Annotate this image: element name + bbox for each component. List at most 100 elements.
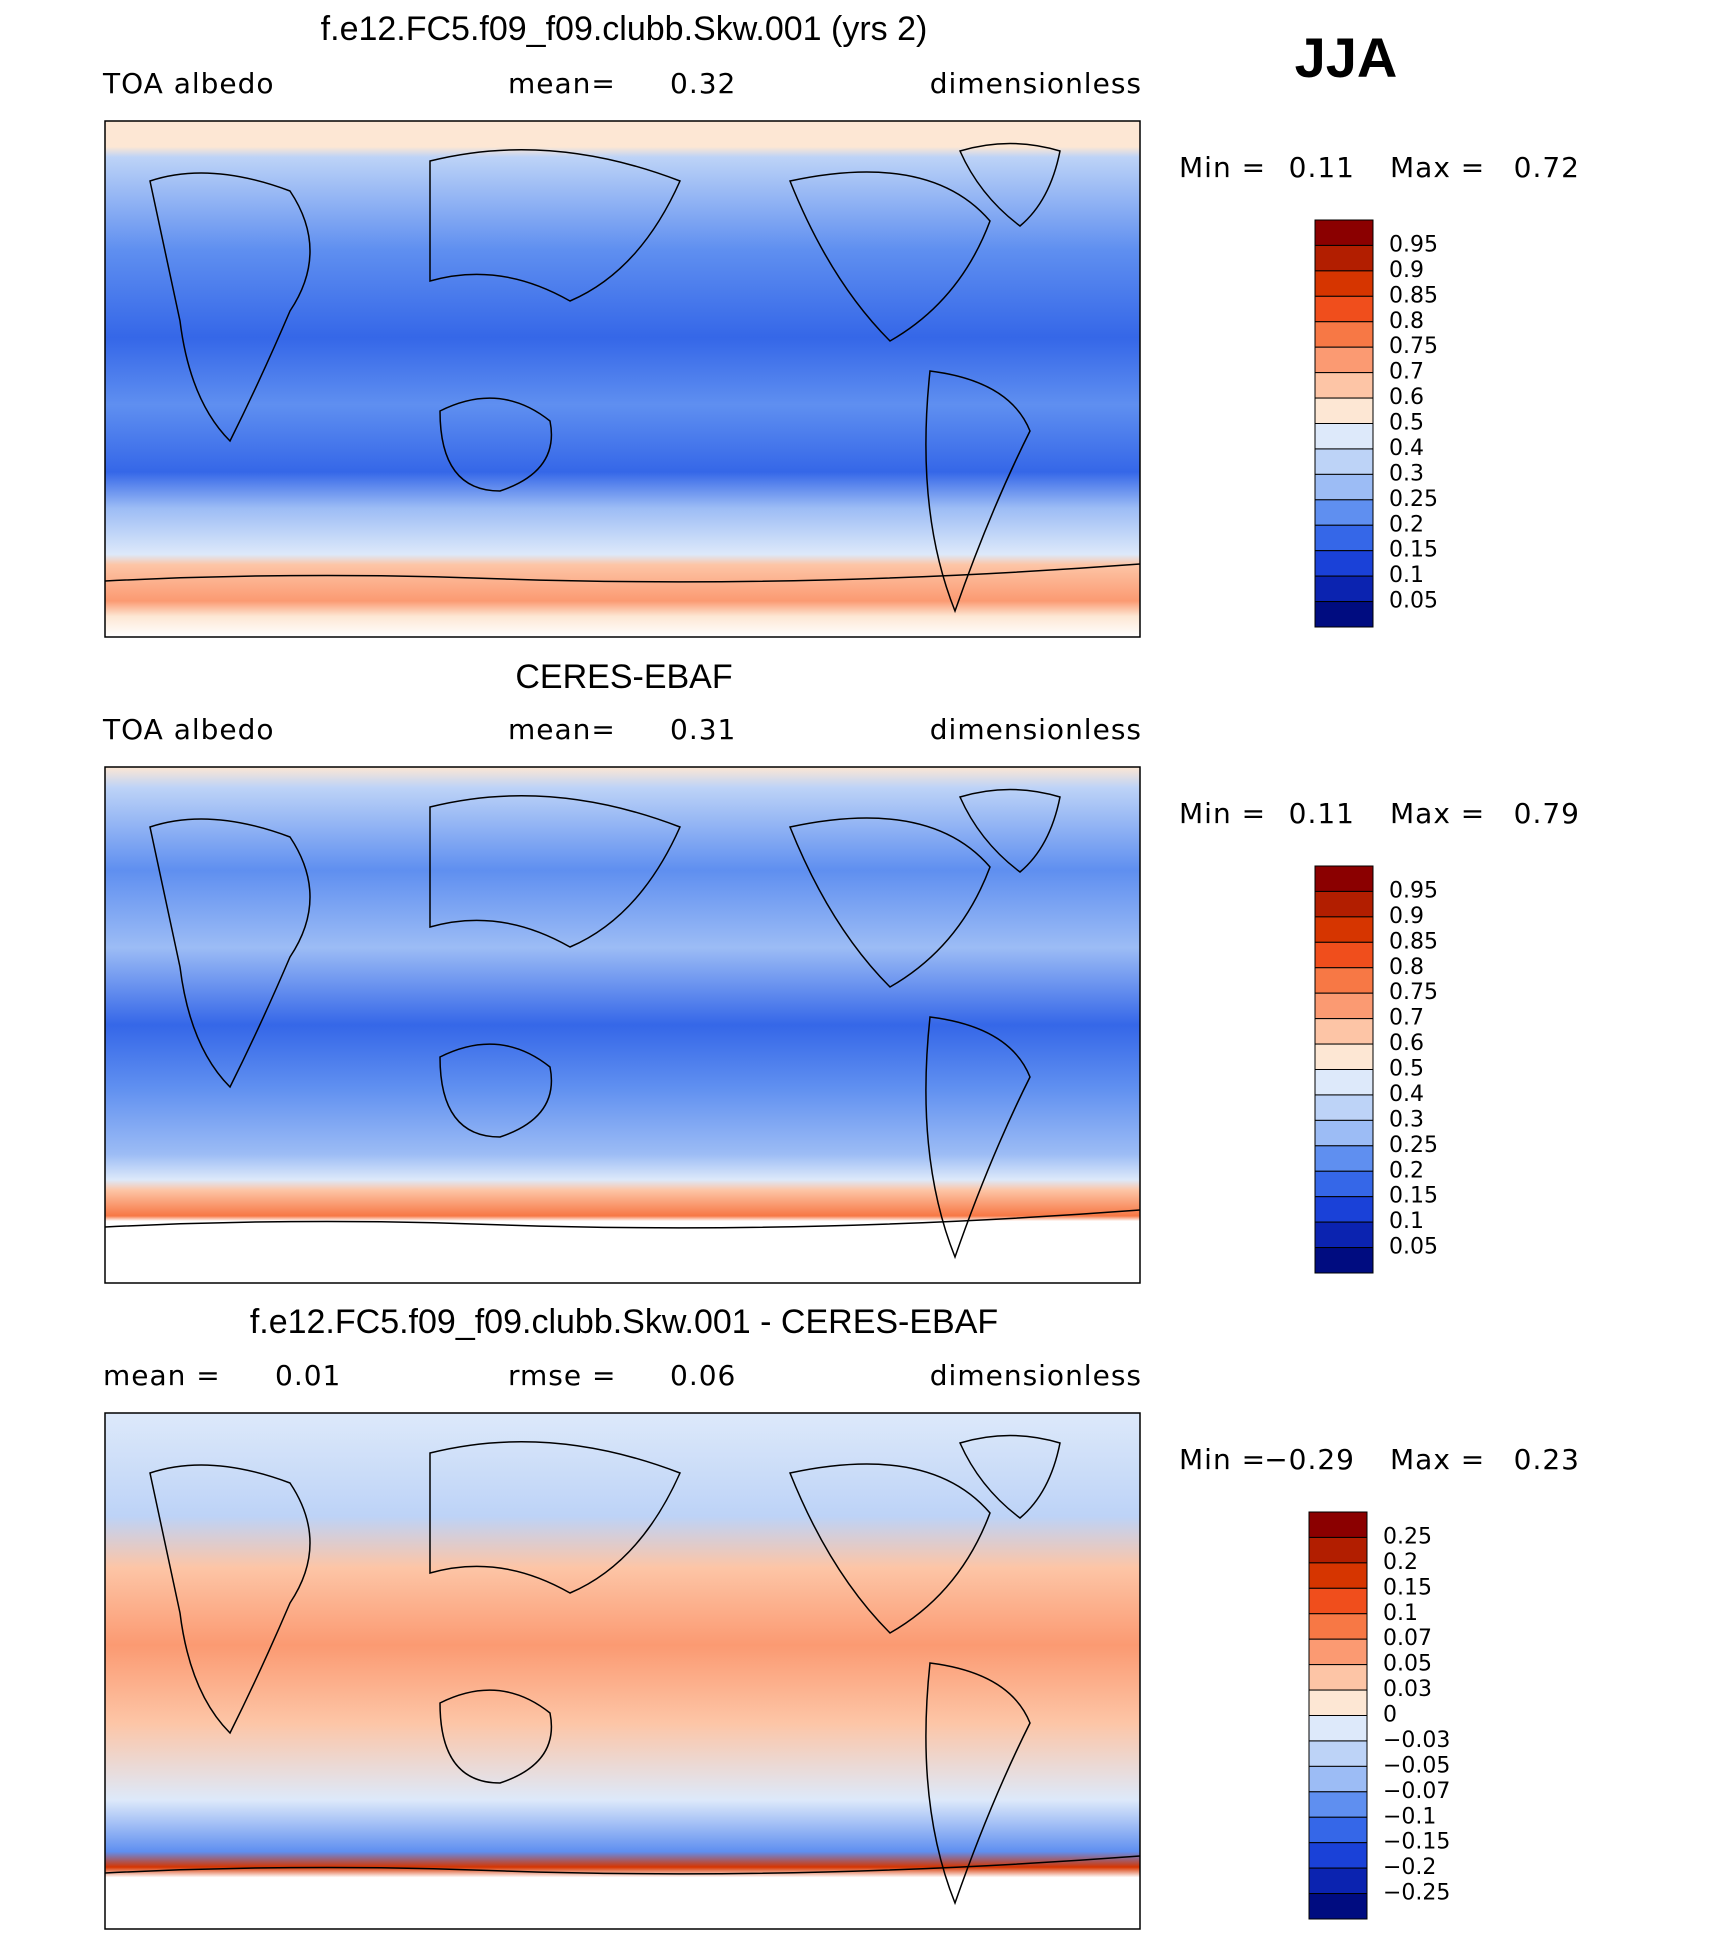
panel-title: CERES-EBAF (515, 658, 732, 696)
unit-label: dimensionless (930, 713, 1142, 746)
colorbar-cell (1308, 1664, 1368, 1691)
unit-label: dimensionless (930, 1359, 1142, 1392)
colorbar-cell (1314, 1043, 1374, 1070)
colorbar-cell (1308, 1842, 1368, 1869)
coastline (439, 397, 553, 492)
colorbar-label: 0.25 (1383, 1524, 1432, 1549)
colorbar-cell (1308, 1893, 1368, 1920)
colorbar-label: 0.2 (1389, 512, 1424, 537)
colorbar-cell (1308, 1511, 1368, 1538)
colorbar-label: 0.7 (1389, 360, 1424, 385)
coastline (104, 1209, 1141, 1229)
left-label: TOA albedo (102, 713, 275, 746)
colorbar-cell (1314, 1069, 1374, 1096)
colorbar-label: 0.05 (1383, 1652, 1432, 1677)
coastline (429, 1441, 682, 1594)
coastline (925, 370, 1031, 614)
min-value: 0.11 (1289, 151, 1355, 184)
colorbar-cell (1314, 244, 1374, 272)
colorbar-label: 0.15 (1389, 1184, 1438, 1209)
colorbar-label: 0.85 (1389, 283, 1438, 308)
colorbar-cell (1308, 1816, 1368, 1844)
colorbar-cell (1314, 865, 1374, 892)
mid-label: mean= (508, 713, 616, 746)
colorbar-label: 0.1 (1389, 1209, 1424, 1234)
colorbar-cell (1314, 321, 1374, 348)
colorbar-label: 0.05 (1389, 589, 1438, 614)
coastline (925, 1016, 1031, 1260)
coastline (429, 795, 682, 948)
colorbar-cell (1308, 1689, 1368, 1716)
colorbar-label: 0.07 (1383, 1626, 1432, 1651)
colorbar-cell (1308, 1715, 1368, 1742)
colorbar-cell (1314, 473, 1374, 501)
colorbar-cell (1314, 550, 1374, 577)
colorbar-label: −0.05 (1383, 1753, 1450, 1778)
colorbar-label: 0.5 (1389, 1057, 1424, 1082)
colorbar-cell (1308, 1587, 1368, 1615)
colorbar-label: 0.85 (1389, 929, 1438, 954)
colorbar-label: 0.25 (1389, 487, 1438, 512)
colorbar-cell (1314, 1119, 1374, 1147)
colorbar-label: 0.6 (1389, 1031, 1424, 1056)
colorbar-label: 0.1 (1389, 563, 1424, 588)
min-label: Min = (1179, 151, 1266, 184)
colorbar-cell (1314, 499, 1374, 526)
colorbar-label: −0.2 (1383, 1855, 1436, 1880)
coastline (439, 1043, 553, 1138)
left-label: TOA albedo (102, 67, 275, 100)
colorbar-label: −0.1 (1383, 1804, 1436, 1829)
left-label: mean = (103, 1359, 221, 1392)
colorbar-label: 0.8 (1389, 955, 1424, 980)
colorbar-cell (1314, 1018, 1374, 1045)
colorbar-cell (1314, 295, 1374, 323)
colorbar-label: −0.07 (1383, 1779, 1450, 1804)
colorbar-cell (1314, 1221, 1374, 1249)
colorbar-label: 0.2 (1383, 1550, 1418, 1575)
max-value: 0.79 (1514, 797, 1580, 830)
min-value: −0.29 (1264, 1443, 1355, 1476)
colorbar-cell (1314, 397, 1374, 424)
colorbar-label: 0.05 (1389, 1235, 1438, 1260)
colorbar-label: 0.6 (1389, 385, 1424, 410)
colorbar-label: 0.1 (1383, 1601, 1418, 1626)
mid-value: 0.32 (670, 67, 736, 100)
colorbar-label: −0.15 (1383, 1830, 1450, 1855)
colorbar-cell (1314, 423, 1374, 450)
colorbar-cell (1314, 1145, 1374, 1172)
colorbar-label: 0.15 (1383, 1575, 1432, 1600)
colorbar-label: 0.5 (1389, 411, 1424, 436)
colorbar-label: 0.03 (1383, 1677, 1432, 1702)
colorbar-label: 0.15 (1389, 538, 1438, 563)
colorbar-cell (1314, 1170, 1374, 1198)
colorbar-label: 0.3 (1389, 1107, 1424, 1132)
colorbar-label: −0.03 (1383, 1728, 1450, 1753)
max-label: Max = (1390, 151, 1485, 184)
coastline (104, 1855, 1141, 1875)
coastline (429, 149, 682, 302)
unit-label: dimensionless (930, 67, 1142, 100)
colorbar-cell (1308, 1740, 1368, 1767)
colorbar-cell (1314, 524, 1374, 552)
min-value: 0.11 (1289, 797, 1355, 830)
left-value: 0.01 (275, 1359, 341, 1392)
colorbar-cell (1314, 1196, 1374, 1223)
panels: f.e12.FC5.f09_f09.clubb.Skw.001 (yrs 2) T… (102, 10, 1580, 1930)
colorbar-label: 0.8 (1389, 309, 1424, 334)
min-label: Min = (1179, 1443, 1266, 1476)
colorbar-cell (1314, 941, 1374, 969)
colorbar-label: 0 (1383, 1703, 1397, 1728)
max-label: Max = (1390, 1443, 1485, 1476)
colorbar-label: 0.3 (1389, 461, 1424, 486)
coastline (788, 1463, 991, 1634)
colorbar-cell (1308, 1765, 1368, 1793)
colorbar-cell (1314, 575, 1374, 603)
max-value: 0.23 (1514, 1443, 1580, 1476)
coastline (149, 1464, 311, 1735)
colorbar-cell (1314, 992, 1374, 1020)
colorbar-cell (1308, 1791, 1368, 1818)
coastline (149, 818, 311, 1089)
colorbar-cell (1308, 1638, 1368, 1666)
coastline (788, 817, 991, 988)
